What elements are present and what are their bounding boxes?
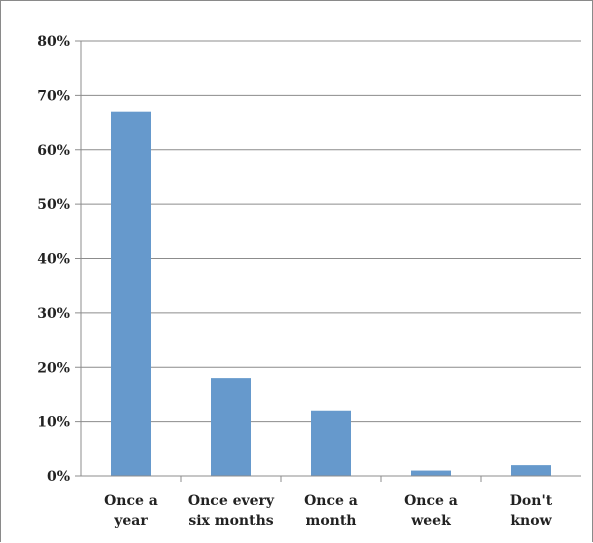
y-tick-label: 20% [37,360,70,376]
x-tick-label: Once a week [404,493,458,529]
grid-lines [81,40,581,423]
y-tick-labels: 0% 10% 20% 30% 40% 50% 60% 70% 80% [37,34,70,485]
y-tick-label: 80% [37,34,70,50]
y-tick-label: 0% [47,469,70,485]
y-tick-label: 50% [37,197,70,213]
bar [511,465,551,476]
bar [111,111,151,476]
y-tick-label: 30% [37,306,70,322]
bars [111,111,551,476]
x-tick-label: Once a month [304,493,358,529]
x-tick-label: Once every six months [188,493,275,529]
bar [411,470,451,476]
bar [311,410,351,476]
axes [75,40,581,482]
y-tick-label: 70% [37,88,70,104]
x-tick-label: Don't know [510,493,553,529]
x-tick-labels: Once a year Once every six months Once a mont… [104,493,553,529]
y-tick-label: 40% [37,252,70,268]
y-tick-label: 60% [37,143,70,159]
bar [211,378,251,476]
x-tick-label: Once a year [104,493,158,529]
y-tick-label: 10% [37,415,70,431]
